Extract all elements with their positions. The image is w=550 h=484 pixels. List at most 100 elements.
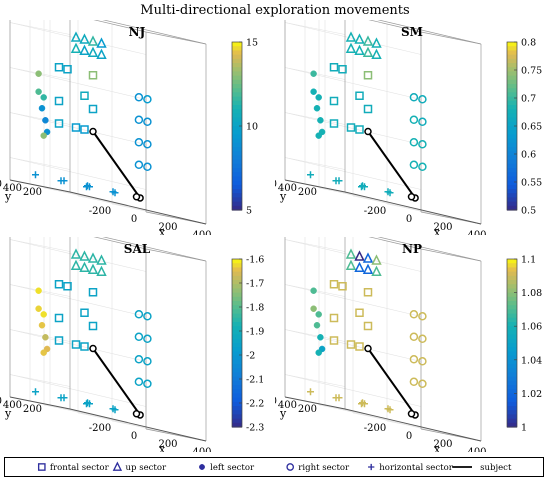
frontal-sector-point <box>329 63 339 72</box>
colorbar-segment <box>507 50 517 56</box>
frontal-sector-point <box>329 119 339 128</box>
subject-joint <box>132 193 141 201</box>
legend-label: horizontal sector <box>379 463 453 473</box>
subject-joint <box>364 127 372 136</box>
colorbar-segment <box>232 50 242 56</box>
colorbar-tick-label: -2 <box>246 351 255 362</box>
colorbar-segment <box>232 351 242 357</box>
colorbar-segment <box>507 138 517 144</box>
up-sector-point <box>87 46 99 57</box>
colorbar-segment <box>232 63 242 68</box>
colorbar-segment <box>232 259 242 264</box>
colorbar-segment <box>232 180 242 186</box>
x-axis-label: x <box>159 226 166 235</box>
colorbar-segment <box>507 130 517 135</box>
frontal-sector-point <box>355 91 364 100</box>
colorbar-tick-label: -2.2 <box>246 399 264 410</box>
right-sector-point <box>418 95 427 104</box>
frontal-sector-point <box>346 340 356 349</box>
colorbar-segment <box>507 168 517 173</box>
colorbar-segment <box>507 263 517 268</box>
colorbar-segment <box>507 275 517 281</box>
frontal-sector-point <box>329 96 339 106</box>
up-sector-point <box>96 37 107 48</box>
colorbar-segment <box>507 113 517 119</box>
legend-marker <box>37 463 46 471</box>
colorbar-segment <box>232 46 242 51</box>
grid-line <box>284 329 422 362</box>
subject-arm <box>89 127 144 202</box>
colorbar-segment <box>507 330 517 336</box>
legend-marker <box>286 463 295 471</box>
right-sector-point <box>409 310 419 319</box>
left-sector-point <box>38 322 46 329</box>
colorbar-segment <box>232 284 242 289</box>
colorbar-segment <box>232 205 242 211</box>
grid-line <box>324 404 462 438</box>
horizontal-sector-point <box>111 189 119 197</box>
grid-line <box>324 187 462 221</box>
colorbar-tick-label: 10 <box>246 122 258 133</box>
colorbar-segment <box>232 338 242 344</box>
y-tick-label: 400 <box>278 183 297 194</box>
colorbar-tick-label: 0.8 <box>521 38 536 49</box>
up-sector-point <box>87 252 99 263</box>
x-tick-label: -200 <box>364 423 386 434</box>
x-axis-line <box>69 408 207 442</box>
right-sector-point <box>134 115 144 125</box>
colorbar-segment <box>232 422 242 428</box>
left-sector-point <box>35 88 42 95</box>
up-sector-point <box>354 44 365 55</box>
colorbar-segment <box>507 126 517 131</box>
left-sector-point <box>313 322 321 329</box>
panel-title: SM <box>401 25 423 39</box>
frontal-sector-point <box>54 119 64 128</box>
colorbar-segment <box>507 326 517 331</box>
frontal-sector-point <box>355 342 364 351</box>
colorbar-segment <box>232 267 242 273</box>
left-sector-point <box>38 105 46 112</box>
legend: frontal sector up sector left sector right … <box>4 457 544 477</box>
colorbar-segment <box>232 418 242 424</box>
right-sector-point <box>134 332 144 342</box>
colorbar-segment <box>232 406 242 411</box>
colorbar-segment <box>232 393 242 399</box>
up-sector-point <box>354 250 365 261</box>
legend-item-left: left sector <box>199 463 255 473</box>
left-sector-point <box>40 311 47 318</box>
up-sector-point <box>96 265 107 276</box>
legend-marker <box>112 461 123 471</box>
colorbar-tick-label: 1 <box>521 423 527 434</box>
colorbar-segment <box>232 117 242 123</box>
left-sector-point <box>310 88 317 95</box>
colorbar-segment <box>507 280 517 285</box>
colorbar-segment <box>507 380 517 386</box>
panel-title: NP <box>402 242 422 256</box>
up-sector-point <box>79 33 90 44</box>
up-sector-point <box>371 254 382 265</box>
colorbar-segment <box>232 380 242 386</box>
data-points <box>307 31 427 197</box>
colorbar-segment <box>232 385 242 390</box>
frontal-sector-point <box>54 336 64 345</box>
up-sector-point <box>96 48 107 59</box>
subject-arm <box>364 344 419 419</box>
frontal-sector-point <box>63 65 72 74</box>
colorbar-segment <box>232 138 242 144</box>
right-sector-point <box>409 355 419 364</box>
x-axis-label: x <box>434 226 441 235</box>
colorbar-segment <box>232 134 242 140</box>
left-sector-point <box>315 311 322 318</box>
box-edge <box>93 237 147 250</box>
right-sector-point <box>143 162 152 172</box>
colorbar-tick-label: -1.8 <box>246 303 264 314</box>
colorbar-frame <box>506 258 518 428</box>
grid-line <box>9 329 147 362</box>
colorbar-segment <box>232 163 242 169</box>
colorbar-segment <box>507 406 517 411</box>
y-tick-label: 200 <box>23 404 42 415</box>
left-sector-point <box>42 117 49 124</box>
colorbar-segment <box>232 155 242 161</box>
panel-title: SAL <box>124 242 151 256</box>
up-sector-point <box>79 261 90 272</box>
